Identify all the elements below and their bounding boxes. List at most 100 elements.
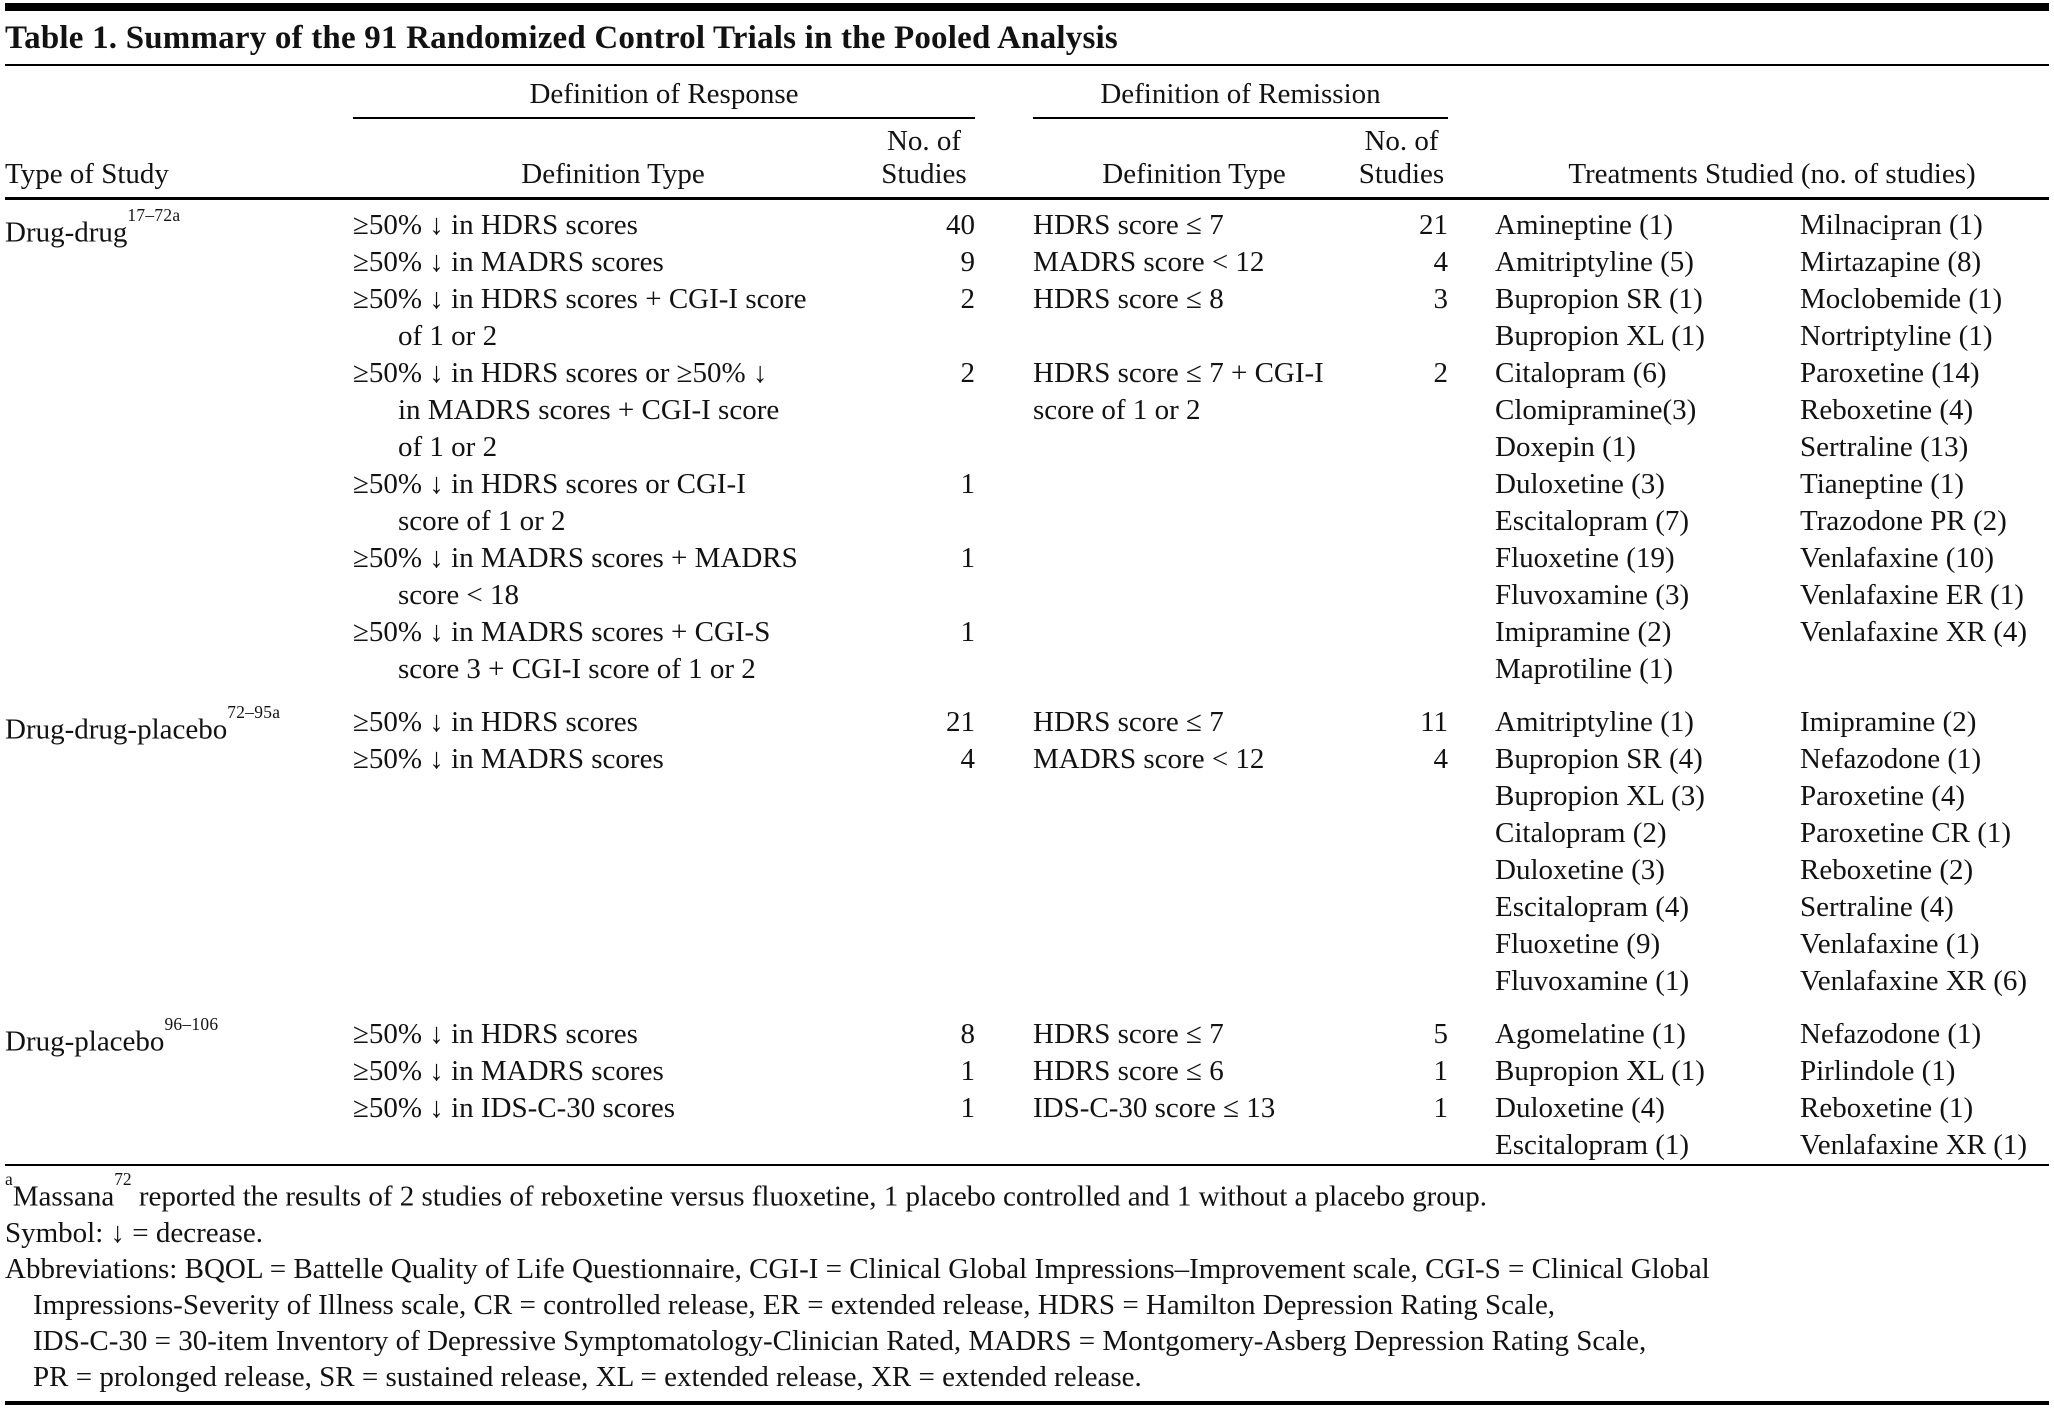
response-definition-line: score of 1 or 2	[398, 505, 566, 537]
treatment-item: Venlafaxine ER (1)	[1800, 579, 2024, 611]
treatment-item: Venlafaxine (1)	[1800, 928, 1980, 960]
table-header-groups: Definition of Response Definition of Rem…	[5, 78, 2049, 119]
remission-definition-line: HDRS score ≤ 6	[1033, 1055, 1224, 1087]
response-counts: 21 4	[873, 704, 975, 778]
response-definition-line: ≥50% ↓ in HDRS scores	[353, 209, 638, 241]
group-header-remission-wrap: Definition of Remission	[975, 78, 1448, 119]
treatment-item: Clomipramine(3)	[1495, 394, 1697, 426]
treatment-item: Maprotiline (1)	[1495, 653, 1673, 685]
footnote-rule	[5, 1164, 2049, 1166]
remission-counts: 11 4	[1355, 704, 1448, 778]
response-count-line: 21	[946, 706, 975, 738]
table-title: Table 1. Summary of the 91 Randomized Co…	[5, 20, 1118, 56]
response-count-line	[873, 503, 975, 540]
column-header-treatments: Treatments Studied (no. of studies)	[1568, 158, 1976, 190]
treatment-item: Agomelatine (1)	[1495, 1018, 1686, 1050]
remission-definitions: HDRS score ≤ 7 MADRS score < 12	[975, 704, 1355, 778]
response-counts: 40 9 2 2 1 1 1	[873, 207, 975, 688]
footnote-abbreviations-line: PR = prolonged release, SR = sustained r…	[33, 1360, 1142, 1393]
response-definition-line: score < 18	[398, 579, 520, 611]
treatments-columns: Amitriptyline (1) Bupropion SR (4) Bupropi…	[1495, 704, 2049, 1000]
treatment-item: Duloxetine (4)	[1495, 1092, 1665, 1124]
treatments-column-2: Nefazodone (1) Pirlindole (1) Reboxetine (…	[1800, 1016, 2049, 1164]
title-rule	[5, 64, 2049, 66]
remission-count-line: 3	[1433, 283, 1449, 315]
footnote-abbreviations-line: IDS-C-30 = 30-item Inventory of Depressi…	[33, 1324, 1647, 1357]
treatment-item: Milnacipran (1)	[1800, 209, 1983, 241]
response-count-line: 8	[960, 1018, 976, 1050]
treatment-item: Amitriptyline (1)	[1495, 706, 1694, 738]
response-count-line: 9	[960, 246, 976, 278]
study-type-label: Drug-drug-placebo72–95a	[5, 702, 281, 746]
remission-count-line: 5	[1433, 1018, 1449, 1050]
column-header-no-of-studies-remission: No. of Studies	[1355, 125, 1448, 191]
remission-definition-line	[1033, 318, 1355, 355]
response-count-line: 1	[960, 1092, 976, 1124]
treatment-item: Nortriptyline (1)	[1800, 320, 1993, 352]
study-type-label: Drug-drug17–72a	[5, 205, 181, 249]
response-definition-line: of 1 or 2	[398, 431, 498, 463]
reference-superscript: 72–95a	[227, 702, 281, 723]
table-column-headers: Type of Study Definition Type No. of Stu…	[5, 125, 2049, 197]
header-rule	[5, 197, 2049, 200]
treatment-item: Tianeptine (1)	[1800, 468, 1965, 500]
remission-count-line: 4	[1433, 743, 1449, 775]
treatment-item: Trazodone PR (2)	[1800, 505, 2007, 537]
group-header-response: Definition of Response	[353, 78, 975, 119]
treatment-item: Doxepin (1)	[1495, 431, 1636, 463]
footnote-abbreviations-line: Impressions-Severity of Illness scale, C…	[33, 1288, 1556, 1321]
remission-count-line: 1	[1433, 1055, 1449, 1087]
remission-count-line: 2	[1433, 357, 1449, 389]
footnote-massana: aMassana72 reported the results of 2 stu…	[5, 1169, 2049, 1215]
treatment-item: Reboxetine (2)	[1800, 854, 1974, 886]
treatment-item: Escitalopram (1)	[1495, 1129, 1690, 1161]
treatment-item: Fluoxetine (9)	[1495, 928, 1661, 960]
response-definition-line: in MADRS scores + CGI-I score	[398, 394, 780, 426]
treatment-item: Pirlindole (1)	[1800, 1055, 1956, 1087]
column-header-definition-type-remission: Definition Type	[1102, 158, 1286, 190]
treatments-column-1: Agomelatine (1) Bupropion XL (1) Duloxetin…	[1495, 1016, 1800, 1164]
treatment-item: Bupropion XL (1)	[1495, 1055, 1705, 1087]
footnote-symbol: Symbol: ↓ = decrease.	[5, 1216, 263, 1249]
table-section: Drug-drug17–72a ≥50% ↓ in HDRS scores ≥50%…	[5, 205, 2049, 688]
remission-definition-line: HDRS score ≤ 7	[1033, 209, 1224, 241]
reference-superscript: 17–72a	[127, 205, 181, 226]
studies-label: Studies	[1358, 158, 1445, 190]
study-type-cell: Drug-drug17–72a	[5, 205, 353, 252]
top-rule	[5, 3, 2049, 11]
response-definition-line: ≥50% ↓ in MADRS scores + CGI-S	[353, 616, 771, 648]
response-definition-line: ≥50% ↓ in MADRS scores + MADRS	[353, 542, 798, 574]
response-count-line: 1	[960, 616, 976, 648]
response-count-line: 1	[960, 468, 976, 500]
treatment-item: Amineptine (1)	[1495, 209, 1673, 241]
treatments-column-1: Amitriptyline (1) Bupropion SR (4) Bupropi…	[1495, 704, 1800, 1000]
response-count-line: 2	[960, 283, 976, 315]
remission-definition-line: IDS-C-30 score ≤ 13	[1033, 1092, 1276, 1124]
response-definition-line: ≥50% ↓ in MADRS scores	[353, 743, 664, 775]
remission-count-line	[1355, 392, 1448, 429]
no-of-label: No. of	[1364, 125, 1439, 157]
footnote-abbreviations-line: Abbreviations: BQOL = Battelle Quality o…	[5, 1252, 1710, 1285]
treatment-item: Imipramine (2)	[1495, 616, 1672, 648]
treatments-columns: Agomelatine (1) Bupropion XL (1) Duloxetin…	[1495, 1016, 2049, 1164]
treatment-item: Bupropion XL (3)	[1495, 780, 1705, 812]
treatment-item: Duloxetine (3)	[1495, 854, 1665, 886]
remission-count-line: 21	[1419, 209, 1448, 241]
remission-definition-line: MADRS score < 12	[1033, 246, 1265, 278]
response-count-line: 1	[960, 542, 976, 574]
treatment-item: Imipramine (2)	[1800, 706, 1977, 738]
treatment-item: Mirtazapine (8)	[1800, 246, 1982, 278]
response-definition-line: ≥50% ↓ in MADRS scores	[353, 246, 664, 278]
treatment-item: Escitalopram (7)	[1495, 505, 1690, 537]
treatment-item: Citalopram (6)	[1495, 357, 1667, 389]
treatment-item: Paroxetine CR (1)	[1800, 817, 2012, 849]
response-definition-line: ≥50% ↓ in MADRS scores	[353, 1055, 664, 1087]
treatments-columns: Amineptine (1) Amitriptyline (5) Bupropion…	[1495, 207, 2049, 688]
response-definition-line: score 3 + CGI-I score of 1 or 2	[398, 653, 756, 685]
response-definition-line: of 1 or 2	[398, 320, 498, 352]
table-body: Drug-drug17–72a ≥50% ↓ in HDRS scores ≥50%…	[5, 200, 2049, 1164]
treatment-item: Venlafaxine XR (1)	[1800, 1129, 2028, 1161]
treatment-item: Amitriptyline (5)	[1495, 246, 1694, 278]
response-definition-line: ≥50% ↓ in HDRS scores	[353, 1018, 638, 1050]
treatment-item: Fluvoxamine (3)	[1495, 579, 1690, 611]
